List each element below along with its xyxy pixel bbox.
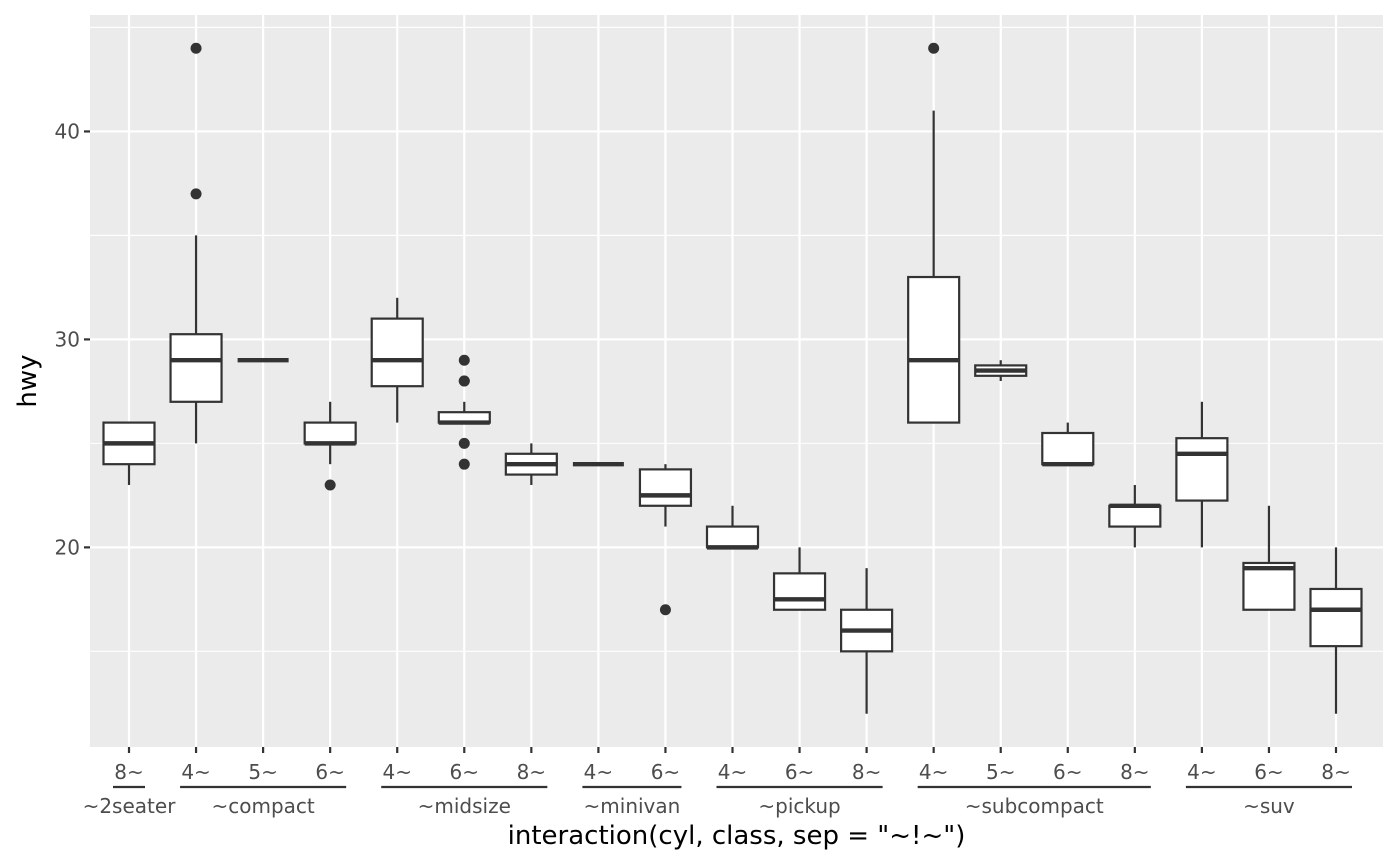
box-body (1175, 437, 1229, 502)
box-12 (907, 42, 961, 424)
box-body (638, 468, 693, 507)
box-outlier (458, 375, 470, 387)
box-body (772, 572, 827, 611)
group-label: ~pickup (758, 794, 840, 818)
y-tick-label: 30 (55, 327, 80, 351)
box-18 (1309, 547, 1363, 714)
x-axis: 8~ 4~ 5~ 6~ 4~ 6~ 8~ 4~ 6~ 4~ 6~ 8~ 4~ 5~ 6~ 8~ 4~ 6~ 8~ ~2… (83, 747, 1352, 818)
x-tick-label: 6~ (315, 760, 344, 784)
box-body (303, 421, 357, 445)
box-body (705, 525, 760, 549)
box-body (1242, 561, 1296, 611)
box-outlier (458, 437, 470, 449)
box-16 (1175, 401, 1229, 548)
box-6 (504, 443, 558, 485)
x-tick-label: 4~ (919, 760, 948, 784)
box-outlier (324, 479, 336, 491)
box-13 (974, 360, 1028, 381)
group-label: ~suv (1243, 794, 1295, 818)
x-tick-label: 6~ (1254, 760, 1283, 784)
group-label: ~minivan (584, 794, 681, 818)
box-10 (772, 547, 827, 611)
x-tick-label: 4~ (382, 760, 411, 784)
y-tick-label: 20 (55, 535, 80, 559)
x-tick-label: 8~ (1120, 760, 1149, 784)
box-14 (1041, 422, 1095, 467)
box-1 (169, 42, 223, 444)
box-outlier (190, 188, 202, 200)
y-tick-label: 40 (55, 119, 80, 143)
x-tick-label: 6~ (450, 760, 479, 784)
box-body (1309, 587, 1363, 648)
y-axis-title: hwy (13, 354, 43, 407)
box-body (907, 275, 961, 424)
box-3 (303, 401, 357, 491)
x-tick-label: 6~ (651, 760, 680, 784)
box-8 (638, 464, 693, 616)
box-body (370, 317, 424, 388)
group-label: ~compact (211, 794, 314, 818)
box-0 (102, 421, 156, 485)
x-tick-label: 8~ (1321, 760, 1350, 784)
box-17 (1242, 505, 1296, 611)
x-tick-label: 6~ (785, 760, 814, 784)
group-label: ~midsize (418, 794, 511, 818)
x-tick-label: 4~ (181, 760, 210, 784)
x-tick-label: 4~ (1187, 760, 1216, 784)
x-tick-label: 8~ (114, 760, 143, 784)
box-outlier (190, 42, 202, 54)
x-axis-title: interaction(cyl, class, sep = "~!~") (508, 821, 966, 851)
box-body (1108, 504, 1162, 528)
y-axis: 20 30 40 (55, 119, 90, 559)
x-tick-label: 8~ (852, 760, 881, 784)
box-11 (840, 568, 894, 714)
x-tick-label: 5~ (986, 760, 1015, 784)
x-tick-label: 8~ (517, 760, 546, 784)
box-15 (1108, 484, 1162, 548)
plot-panel (90, 15, 1383, 747)
x-tick-label: 4~ (718, 760, 747, 784)
box-outlier (928, 42, 940, 54)
box-body (169, 333, 223, 403)
group-label: ~2seater (83, 794, 177, 818)
box-outlier (458, 458, 470, 470)
box-4 (370, 297, 424, 423)
x-tick-label: 6~ (1053, 760, 1082, 784)
box-outlier (659, 604, 671, 616)
group-label: ~subcompact (965, 794, 1104, 818)
box-outlier (458, 354, 470, 366)
boxes-layer (102, 42, 1363, 714)
box-5 (437, 354, 491, 470)
box-body (1041, 431, 1095, 466)
x-tick-label: 4~ (584, 760, 613, 784)
box-9 (705, 505, 760, 550)
x-tick-label: 5~ (248, 760, 277, 784)
